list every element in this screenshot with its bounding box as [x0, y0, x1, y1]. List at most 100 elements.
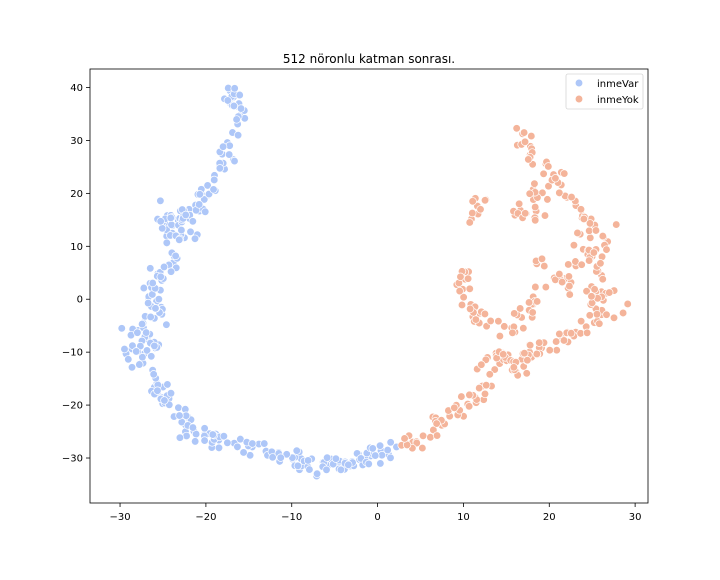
scatter-point-inmeyok [519, 324, 528, 333]
scatter-point-inmevar [230, 156, 239, 166]
y-tick-label: 0 [77, 295, 83, 306]
scatter-point-inmeyok [509, 363, 518, 372]
scatter-point-inmeyok [552, 346, 561, 355]
scatter-point-inmeyok [605, 288, 614, 297]
scatter-point-inmevar [376, 459, 385, 468]
scatter-point-inmeyok [551, 174, 560, 183]
scatter-point-inmeyok [618, 308, 628, 318]
scatter-point-inmeyok [525, 189, 534, 198]
scatter-point-inmeyok [477, 360, 486, 369]
scatter-point-inmevar [147, 352, 156, 361]
x-tick-label: −30 [109, 512, 130, 523]
scatter-point-inmevar [195, 190, 204, 199]
scatter-point-inmeyok [486, 316, 495, 326]
scatter-point-inmevar [120, 344, 129, 354]
y-tick-label: −10 [62, 348, 83, 359]
scatter-point-inmeyok [592, 310, 602, 319]
scatter-point-inmevar [214, 443, 224, 453]
scatter-point-inmevar [139, 283, 148, 293]
scatter-point-inmeyok [528, 308, 537, 317]
scatter-point-inmeyok [510, 309, 519, 318]
scatter-point-inmeyok [468, 208, 477, 218]
scatter-point-inmevar [159, 262, 169, 272]
scatter-point-inmevar [248, 439, 257, 448]
legend-box [565, 73, 644, 110]
scatter-point-inmevar [203, 181, 212, 190]
scatter-point-inmevar [162, 320, 171, 329]
scatter-point-inmeyok [515, 199, 524, 209]
scatter-point-inmevar [331, 454, 341, 463]
scatter-point-inmeyok [545, 346, 554, 355]
scatter-point-inmevar [160, 396, 169, 405]
scatter-point-inmeyok [494, 317, 503, 326]
scatter-point-inmevar [194, 200, 204, 209]
scatter-point-inmeyok [602, 310, 611, 319]
scatter-point-inmevar [174, 403, 183, 412]
scatter-point-inmevar [188, 217, 197, 226]
scatter-point-inmevar [138, 352, 147, 362]
scatter-point-inmevar [209, 185, 218, 194]
scatter-point-inmevar [156, 217, 165, 226]
scatter-point-inmevar [239, 448, 248, 457]
scatter-point-inmeyok [400, 434, 409, 443]
scatter-point-inmevar [200, 424, 209, 433]
scatter-point-inmeyok [480, 389, 490, 399]
y-tick-label: 40 [70, 83, 83, 94]
scatter-point-inmevar [149, 370, 158, 379]
scatter-point-inmeyok [557, 277, 567, 287]
scatter-point-inmeyok [585, 219, 595, 228]
chart-title: 512 nöronlu katman sonrası. [283, 52, 455, 66]
scatter-point-inmevar [127, 363, 137, 372]
scatter-point-inmeyok [555, 329, 564, 339]
scatter-point-inmevar [200, 436, 209, 445]
legend-label-inmeyok: inmeYok [597, 95, 639, 106]
scatter-point-inmeyok [520, 349, 529, 358]
scatter-point-inmeyok [555, 269, 564, 279]
scatter-point-inmevar [181, 210, 190, 220]
scatter-point-inmevar [158, 224, 167, 233]
scatter-point-inmeyok [569, 241, 579, 250]
scatter-point-inmeyok [524, 298, 534, 307]
scatter-point-inmeyok [555, 188, 564, 198]
scatter-point-inmeyok [471, 315, 481, 324]
scatter-point-inmeyok [532, 297, 542, 306]
scatter-point-inmeyok [495, 331, 505, 341]
scatter-point-inmevar [305, 465, 314, 474]
scatter-point-inmevar [215, 164, 225, 173]
scatter-point-inmevar [162, 238, 171, 248]
scatter-point-inmevar [177, 225, 186, 235]
scatter-point-inmeyok [589, 248, 598, 257]
scatter-point-inmeyok [544, 162, 553, 171]
scatter-point-inmevar [156, 196, 165, 205]
scatter-point-inmeyok [463, 274, 473, 283]
scatter-point-inmeyok [465, 390, 474, 400]
points-layer [117, 83, 632, 481]
scatter-point-inmevar [142, 328, 151, 337]
y-tick-label: 30 [70, 136, 83, 147]
scatter-point-inmevar [146, 264, 155, 273]
scatter-point-inmevar [156, 272, 165, 281]
scatter-point-inmeyok [500, 322, 509, 331]
scatter-point-inmeyok [576, 317, 586, 326]
x-axis: −30 −20 −10 0 10 20 30 [109, 503, 641, 523]
y-tick-label: −20 [62, 401, 83, 412]
scatter-point-inmevar [276, 453, 285, 462]
scatter-point-inmeyok [482, 381, 491, 390]
scatter-point-inmeyok [475, 383, 484, 393]
scatter-point-inmeyok [543, 195, 552, 204]
plot-frame [89, 68, 649, 504]
scatter-point-inmevar [312, 469, 322, 478]
scatter-point-inmevar [219, 431, 229, 441]
scatter-point-inmeyok [609, 313, 619, 322]
scatter-point-inmevar [163, 380, 172, 389]
scatter-point-inmevar [135, 360, 144, 369]
scatter-point-inmevar [117, 324, 126, 333]
scatter-point-inmeyok [584, 256, 594, 265]
scatter-point-inmeyok [524, 155, 533, 164]
scatter-point-inmeyok [579, 214, 589, 224]
scatter-point-inmevar [232, 115, 241, 124]
scatter-point-inmeyok [540, 261, 549, 271]
scatter-point-inmeyok [521, 209, 530, 218]
scatter-point-inmevar [191, 437, 200, 446]
scatter-point-inmevar [166, 213, 175, 223]
